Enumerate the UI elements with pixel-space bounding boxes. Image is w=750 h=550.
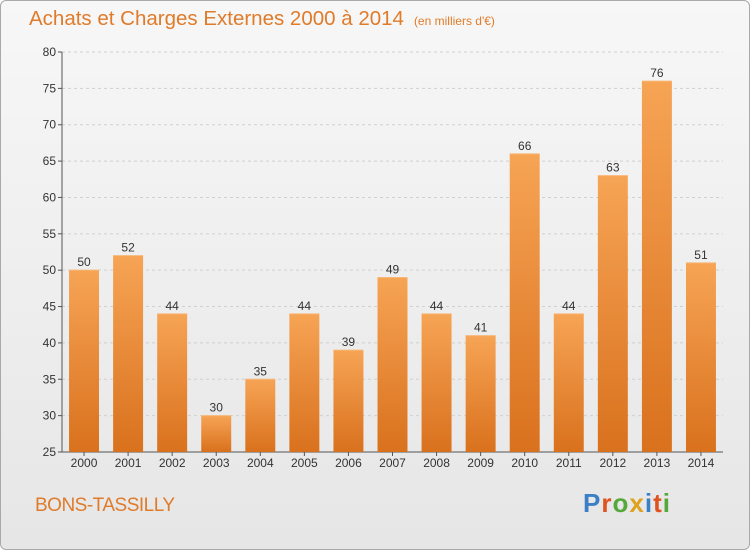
y-tick-label: 35 xyxy=(43,372,57,386)
logo-letter: i xyxy=(644,488,654,518)
y-tick-label: 70 xyxy=(43,118,57,132)
data-label: 52 xyxy=(121,241,135,255)
x-tick-label: 2002 xyxy=(159,456,186,470)
bar xyxy=(69,270,100,452)
y-tick-label: 65 xyxy=(43,154,57,168)
bar xyxy=(465,335,496,452)
data-label: 63 xyxy=(606,161,620,175)
bar xyxy=(201,415,232,452)
x-tick-label: 2010 xyxy=(511,456,538,470)
y-tick-label: 50 xyxy=(43,263,57,277)
data-label: 44 xyxy=(165,299,179,313)
x-tick-label: 2004 xyxy=(247,456,274,470)
x-tick-label: 2003 xyxy=(203,456,230,470)
x-tick-label: 2014 xyxy=(688,456,715,470)
y-tick-label: 30 xyxy=(43,409,57,423)
chart-subtitle: (en milliers d'€) xyxy=(413,14,495,28)
x-tick-label: 2007 xyxy=(379,456,406,470)
logo-letter: o xyxy=(612,488,630,518)
data-label: 41 xyxy=(474,321,488,335)
data-label: 44 xyxy=(430,299,444,313)
y-tick-label: 55 xyxy=(43,227,57,241)
bar xyxy=(377,277,408,452)
x-tick-label: 2011 xyxy=(556,456,582,470)
chart-title-text: Achats et Charges Externes 2000 à 2014 xyxy=(29,7,404,30)
data-label: 44 xyxy=(298,299,312,313)
bar xyxy=(685,262,716,452)
data-label: 30 xyxy=(210,401,224,415)
logo-letter: x xyxy=(629,488,645,518)
logo-letter: i xyxy=(662,488,671,518)
data-label: 39 xyxy=(342,335,356,349)
data-label: 66 xyxy=(518,139,532,153)
x-tick-label: 2006 xyxy=(335,456,362,470)
x-tick-label: 2013 xyxy=(644,456,671,470)
logo-letter: P xyxy=(583,488,602,518)
data-label: 35 xyxy=(254,364,268,378)
bar xyxy=(597,175,628,453)
y-tick-label: 40 xyxy=(43,336,57,350)
bar xyxy=(289,313,320,452)
bar xyxy=(509,153,540,452)
data-label: 76 xyxy=(650,66,664,80)
y-tick-label: 25 xyxy=(43,445,57,459)
bar xyxy=(245,379,276,452)
bar xyxy=(157,313,188,452)
y-tick-label: 80 xyxy=(43,45,57,59)
bar xyxy=(641,81,672,452)
bar xyxy=(421,313,452,452)
bar xyxy=(553,313,584,452)
logo-letter: t xyxy=(653,488,663,518)
y-tick-label: 60 xyxy=(43,190,57,204)
y-tick-label: 45 xyxy=(43,300,57,314)
bar xyxy=(113,255,144,452)
data-label: 49 xyxy=(386,262,400,276)
data-label: 44 xyxy=(562,299,576,313)
x-tick-labels: 2000 2001 2002 2003 2004 2005 2006 2007 2008 2009… xyxy=(71,456,715,470)
x-tick-label: 2009 xyxy=(467,456,494,470)
bars xyxy=(69,80,716,453)
chart-title: Achats et Charges Externes 2000 à 2014 (e… xyxy=(29,7,495,31)
proxiti-logo: Proxiti xyxy=(583,488,671,519)
x-tick-label: 2001 xyxy=(115,456,142,470)
x-tick-label: 2000 xyxy=(71,456,98,470)
commune-name: BONS-TASSILLY xyxy=(35,495,175,516)
x-tick-label: 2008 xyxy=(423,456,450,470)
logo-letter: r xyxy=(601,488,613,518)
y-tick-label: 75 xyxy=(43,81,57,95)
x-tick-label: 2012 xyxy=(599,456,626,470)
x-tick-label: 2005 xyxy=(291,456,318,470)
data-labels: 50 52 44 30 35 44 39 49 44 41 66 44 63 76 51 xyxy=(77,66,708,415)
y-tick-labels: 25 30 35 40 45 50 55 60 65 70 75 80 xyxy=(43,45,57,459)
bar xyxy=(333,350,364,452)
data-label: 51 xyxy=(694,248,708,262)
data-label: 50 xyxy=(77,255,91,269)
